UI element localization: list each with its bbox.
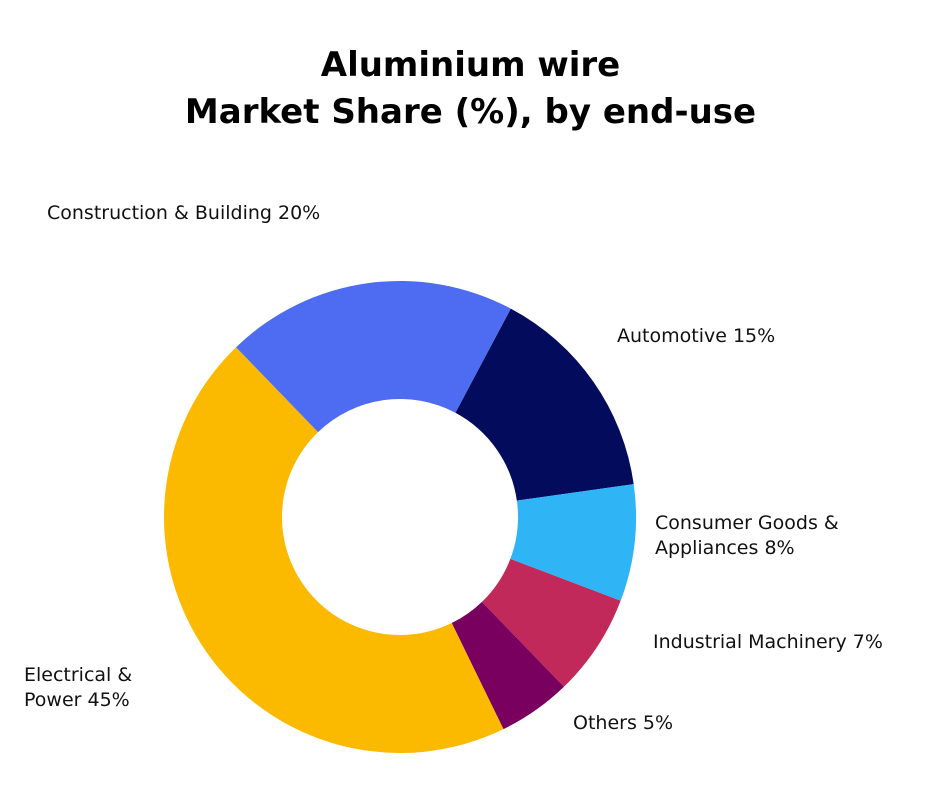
donut-slice — [510, 484, 636, 601]
slice-label: Industrial Machinery 7% — [653, 630, 941, 655]
value-label: 20% — [278, 202, 321, 224]
value-label: 7% — [852, 631, 883, 653]
category-label: Consumer Goods & Appliances — [655, 512, 839, 559]
value-label: 5% — [642, 712, 674, 734]
subtitle-line: Market Share (%), by end-use — [184, 92, 757, 132]
slice-label: Automotive 15% — [617, 324, 917, 349]
category-label: Electrical & Power — [24, 664, 133, 711]
slice-label: Construction & Building 20% — [47, 201, 367, 226]
category-label: Construction & Building — [47, 202, 272, 224]
value-label: 8% — [764, 537, 795, 559]
value-label: 15% — [732, 325, 776, 347]
donut-slice — [451, 601, 564, 730]
slice-label: Others 5% — [573, 711, 773, 736]
donut-slice — [163, 347, 504, 754]
category-label: Automotive — [617, 325, 727, 347]
donut-slice — [481, 558, 621, 687]
category-label: Industrial Machinery — [653, 631, 847, 653]
chart-title: Aluminium wire Market Share (%), by end-… — [0, 42, 941, 136]
donut-slice — [455, 308, 634, 501]
slice-label: Electrical & Power 45% — [24, 663, 144, 713]
slice-label: Consumer Goods & Appliances 8% — [655, 511, 855, 561]
donut-slice — [236, 281, 511, 433]
category-label: Others — [573, 712, 637, 734]
value-label: 45% — [87, 689, 130, 711]
title-line: Aluminium wire — [320, 45, 621, 85]
